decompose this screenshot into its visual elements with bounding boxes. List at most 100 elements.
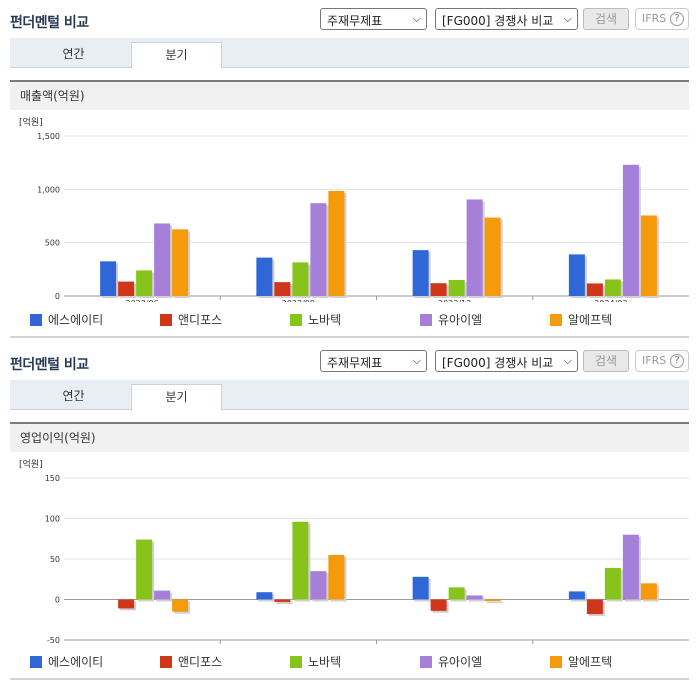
statement-type-select[interactable]: 주재무제표 ⌵ <box>320 8 427 30</box>
bar <box>136 270 153 296</box>
bar <box>640 215 657 296</box>
bar <box>292 521 309 600</box>
bar <box>586 599 603 615</box>
unit-label: [억원] <box>19 116 43 128</box>
bar <box>466 595 483 600</box>
y-tick-label: 100 <box>45 515 60 524</box>
section-divider <box>10 678 689 680</box>
section-title: 펀더멘털 비교 <box>10 15 89 31</box>
section-header: 펀더멘털 비교 주재무제표 ⌵ [FG000] 경쟁사 비교 ⌵ 검색 IFRS… <box>0 0 696 34</box>
chart-legend: 에스에이티 앤디포스 노바텍 유아이엘 알에프텍 <box>30 654 690 670</box>
metric-label: 매출액(억원) <box>10 80 689 110</box>
comparison-group-select[interactable]: [FG000] 경쟁사 비교 ⌵ <box>435 8 578 30</box>
tab-quarterly[interactable]: 분기 <box>131 42 222 69</box>
fundamental-section-sales: 펀더멘털 비교 주재무제표 ⌵ [FG000] 경쟁사 비교 ⌵ 검색 IFRS… <box>0 0 696 338</box>
y-tick-label: 500 <box>45 239 60 248</box>
legend-swatch <box>160 314 172 326</box>
tab-annual[interactable]: 연간 <box>62 389 85 403</box>
bar <box>412 576 429 600</box>
comparison-group-select[interactable]: [FG000] 경쟁사 비교 ⌵ <box>435 350 578 372</box>
chevron-down-icon: ⌵ <box>563 12 572 25</box>
bar <box>136 539 153 600</box>
x-tick-label: 2023/09 <box>282 299 315 302</box>
legend-label: 에스에이티 <box>48 655 104 669</box>
legend-label: 알에프텍 <box>568 313 613 327</box>
bar <box>412 250 429 296</box>
x-tick-label: 2024/03 <box>594 299 627 302</box>
bar <box>328 190 345 296</box>
legend-label: 노바텍 <box>308 313 342 327</box>
ifrs-button[interactable]: IFRS ? <box>635 350 689 372</box>
section-header: 펀더멘털 비교 주재무제표 ⌵ [FG000] 경쟁사 비교 ⌵ 검색 IFRS… <box>0 342 696 376</box>
legend-label: 앤디포스 <box>178 313 223 327</box>
y-tick-label: 1,500 <box>37 132 60 141</box>
chart-legend: 에스에이티 앤디포스 노바텍 유아이엘 알에프텍 <box>30 312 690 328</box>
legend-swatch <box>30 314 42 326</box>
bar <box>604 567 621 600</box>
bar <box>310 203 327 296</box>
legend-label: 에스에이티 <box>48 313 104 327</box>
y-tick-label: 50 <box>50 555 60 564</box>
y-tick-label: 1,000 <box>37 185 60 194</box>
x-tick-label: 2023/06 <box>126 643 159 644</box>
statement-type-select[interactable]: 주재무제표 ⌵ <box>320 350 427 372</box>
legend-label: 유아이엘 <box>438 655 483 669</box>
bar <box>430 599 447 611</box>
bar <box>568 254 585 296</box>
bar <box>100 261 117 296</box>
help-icon[interactable]: ? <box>670 12 684 26</box>
statement-type-value: 주재무제표 <box>327 14 383 28</box>
ifrs-label: IFRS <box>642 354 667 367</box>
bar <box>484 217 501 296</box>
y-tick-label: -50 <box>47 636 60 644</box>
ifrs-button[interactable]: IFRS ? <box>635 8 689 30</box>
bar <box>586 283 603 296</box>
unit-label: [억원] <box>19 458 43 470</box>
chevron-down-icon: ⌵ <box>412 12 421 25</box>
bar <box>292 262 309 296</box>
bar <box>172 599 189 612</box>
bar <box>256 257 273 296</box>
search-button[interactable]: 검색 <box>583 350 629 372</box>
ifrs-label: IFRS <box>642 12 667 25</box>
legend-label: 유아이엘 <box>438 313 483 327</box>
bar <box>640 583 657 600</box>
bar <box>604 279 621 296</box>
tab-quarterly[interactable]: 분기 <box>131 384 222 411</box>
bar <box>172 229 189 296</box>
x-tick-label: 2023/09 <box>282 643 315 644</box>
tab-annual[interactable]: 연간 <box>62 47 85 61</box>
y-tick-label: 0 <box>55 596 60 605</box>
legend-label: 노바텍 <box>308 655 342 669</box>
legend-swatch <box>160 656 172 668</box>
x-tick-label: 2023/12 <box>438 299 471 302</box>
section-title: 펀더멘털 비교 <box>10 357 89 373</box>
bar <box>118 599 135 609</box>
bar <box>328 554 345 600</box>
legend-label: 앤디포스 <box>178 655 223 669</box>
bar <box>466 199 483 296</box>
search-button[interactable]: 검색 <box>583 8 629 30</box>
bar <box>274 599 291 602</box>
help-icon[interactable]: ? <box>670 354 684 368</box>
period-tabs: 연간 분기 <box>10 38 689 69</box>
bar <box>310 571 327 600</box>
fundamental-section-operating-profit: 펀더멘털 비교 주재무제표 ⌵ [FG000] 경쟁사 비교 ⌵ 검색 IFRS… <box>0 342 696 684</box>
bar <box>448 280 465 296</box>
bar-chart-svg: [억원] 0 500 1,000 1,500 2023/06 2023/09 2023/12 2… <box>19 116 689 302</box>
bar <box>154 223 171 296</box>
bar <box>622 534 639 600</box>
y-tick-label: 150 <box>45 474 60 483</box>
legend-swatch <box>420 656 432 668</box>
legend-swatch <box>290 656 302 668</box>
legend-swatch <box>550 656 562 668</box>
bar <box>484 599 501 602</box>
period-tabs: 연간 분기 <box>10 380 689 411</box>
bar <box>622 164 639 296</box>
legend-swatch <box>420 314 432 326</box>
section-divider <box>10 336 689 338</box>
x-tick-label: 2023/06 <box>126 299 159 302</box>
bar <box>274 282 291 296</box>
x-tick-label: 2024/03 <box>594 643 627 644</box>
x-tick-label: 2023/12 <box>438 643 471 644</box>
